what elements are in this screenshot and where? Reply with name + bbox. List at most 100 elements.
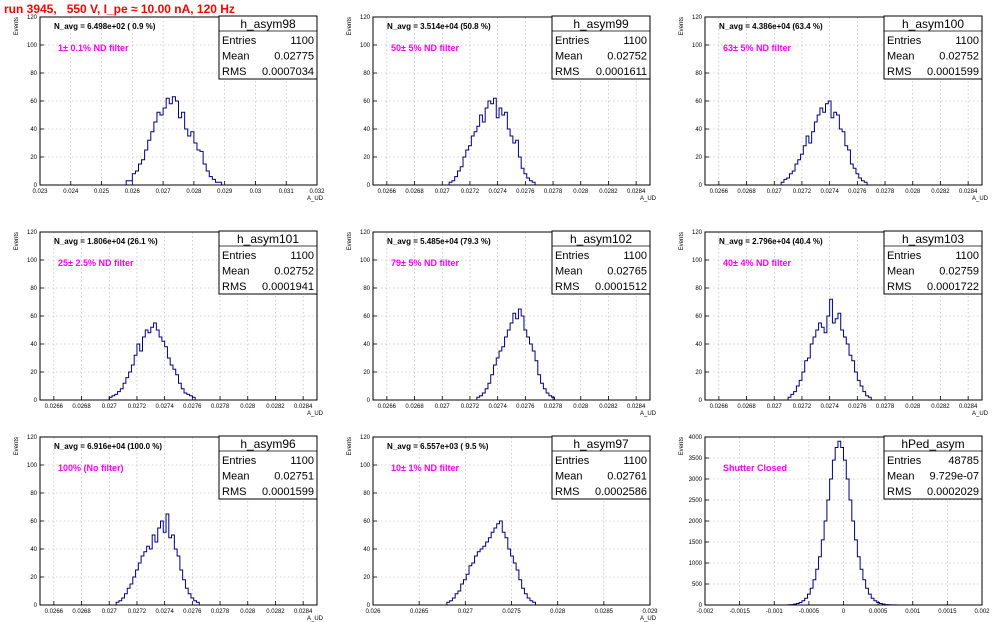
stats-box: h_asym102 Entries 1100 Mean 0.02765 RMS 0.0001… (551, 230, 651, 295)
y-tick-label: 80 (363, 286, 370, 292)
x-tick-label: 0.031 (279, 189, 295, 195)
x-tick-label: 0.028 (550, 609, 566, 615)
stats-value: 1100 (290, 455, 314, 467)
x-tick-label: 0 (842, 609, 846, 615)
histogram-name: h_asym102 (570, 232, 632, 246)
x-tick-label: 0.0274 (488, 189, 507, 195)
stats-box-frame (218, 230, 318, 295)
x-tick-label: 0.0284 (959, 404, 978, 410)
stats-value: 1100 (623, 35, 647, 47)
x-tick-label: -0.002 (696, 609, 714, 615)
x-axis-label: A_UD (640, 616, 657, 622)
y-tick-label: 2000 (689, 519, 703, 525)
x-tick-label: 0.0282 (931, 189, 950, 195)
stats-label: RMS (887, 486, 911, 498)
x-tick-label: 0.0268 (737, 189, 756, 195)
x-tick-label: 0.0284 (627, 404, 646, 410)
y-tick-label: 3500 (689, 456, 703, 462)
x-tick-label: 0.0015 (938, 609, 957, 615)
stats-label: Entries (887, 35, 922, 47)
x-tick-label: 0.0276 (183, 609, 202, 615)
x-axis-label: A_UD (307, 616, 324, 622)
y-tick-label: 120 (360, 230, 371, 236)
histogram-name: hPed_asym (901, 437, 964, 451)
x-tick-label: 0.0278 (876, 404, 895, 410)
x-tick-label: 0.028 (573, 189, 589, 195)
x-tick-label: 0.027 (435, 189, 451, 195)
y-tick-label: 1500 (689, 540, 703, 546)
stats-label: Mean (222, 51, 250, 63)
x-tick-label: 0.0284 (627, 189, 646, 195)
histogram-panel-h_asym97: 0.026 0.0265 0.027 0.0275 0.028 0.0285 0.029 0 2… (347, 435, 658, 622)
histogram-name: h_asym99 (573, 17, 629, 31)
x-tick-label: 0.002 (974, 609, 990, 615)
y-tick-label: 20 (30, 575, 37, 581)
navg-label: N_avg = 1.806e+04 (26.1 %) (54, 237, 158, 246)
y-tick-label: 20 (363, 155, 370, 161)
stats-value: 0.02765 (607, 266, 647, 278)
y-tick-label: 80 (30, 286, 37, 292)
x-axis-label: A_UD (307, 411, 324, 417)
x-tick-label: 0.023 (32, 189, 48, 195)
stats-value: 0.0001722 (927, 281, 979, 293)
x-tick-label: 0.0266 (378, 189, 397, 195)
histogram-panel-h_asym103: 0.0266 0.0268 0.027 0.0272 0.0274 0.0276 0.027… (679, 230, 989, 417)
stats-box-frame (883, 15, 983, 80)
y-axis-label: Events (14, 437, 20, 455)
x-tick-label: 0.0266 (710, 189, 729, 195)
x-axis-label: A_UD (972, 196, 989, 202)
stats-value: 1100 (955, 35, 979, 47)
y-axis-label: Events (347, 232, 353, 250)
stats-label: RMS (555, 66, 579, 78)
x-tick-label: 0.027 (767, 404, 783, 410)
x-tick-label: 0.032 (309, 189, 325, 195)
histogram-bars (787, 298, 872, 400)
y-axis-label: Events (679, 232, 685, 250)
x-tick-label: 0.0272 (793, 189, 812, 195)
x-tick-label: 0.0274 (155, 609, 174, 615)
filter-label: 50± 5% ND filter (391, 43, 459, 53)
x-tick-label: 0.024 (63, 189, 79, 195)
histogram-name: h_asym103 (902, 232, 964, 246)
y-tick-label: 40 (30, 547, 37, 553)
y-tick-label: 20 (695, 370, 702, 376)
histogram-panel-h_asym98: 0.023 0.024 0.025 0.026 0.027 0.028 0.029 0.03 0… (14, 15, 325, 202)
stats-value: 0.0001941 (262, 281, 314, 293)
stats-value: 0.02752 (274, 266, 314, 278)
x-tick-label: 0.0282 (266, 404, 285, 410)
filter-label: 25± 2.5% ND filter (58, 258, 134, 268)
stats-value: 0.02775 (274, 51, 314, 63)
y-tick-label: 20 (30, 370, 37, 376)
y-tick-label: 3000 (689, 477, 703, 483)
x-tick-label: 0.028 (186, 189, 202, 195)
y-tick-label: 0 (367, 398, 371, 404)
navg-label: N_avg = 5.485e+04 (79.3 %) (387, 237, 491, 246)
x-tick-label: 0.0276 (183, 404, 202, 410)
stats-value: 1100 (955, 250, 979, 262)
stats-label: RMS (222, 281, 246, 293)
x-tick-label: 0.027 (435, 404, 451, 410)
stats-value: 9.729e-07 (929, 471, 979, 483)
x-tick-label: 0.027 (767, 189, 783, 195)
y-tick-label: 20 (363, 575, 370, 581)
x-tick-label: 0.03 (250, 189, 262, 195)
stats-label: Mean (555, 471, 583, 483)
y-axis-label: Events (347, 17, 353, 35)
stats-box: hPed_asym Entries 48785 Mean 9.729e-07 RMS 0.0… (883, 435, 983, 500)
stats-box-frame (218, 15, 318, 80)
y-tick-label: 0 (699, 183, 703, 189)
y-tick-label: 60 (363, 519, 370, 525)
y-axis-label: Events (14, 17, 20, 35)
y-tick-label: 80 (363, 71, 370, 77)
y-tick-label: 120 (360, 435, 371, 441)
filter-label: 1± 0.1% ND filter (58, 43, 129, 53)
histogram-bars (448, 97, 536, 185)
y-tick-label: 60 (30, 519, 37, 525)
x-tick-label: 0.0272 (461, 404, 480, 410)
x-tick-label: 0.027 (102, 609, 118, 615)
x-tick-label: 0.0284 (294, 404, 313, 410)
x-tick-label: 0.0282 (599, 189, 618, 195)
y-tick-label: 0 (367, 603, 371, 609)
histogram-bars (476, 308, 555, 400)
stats-box: h_asym101 Entries 1100 Mean 0.02752 RMS 0.0001… (218, 230, 318, 295)
